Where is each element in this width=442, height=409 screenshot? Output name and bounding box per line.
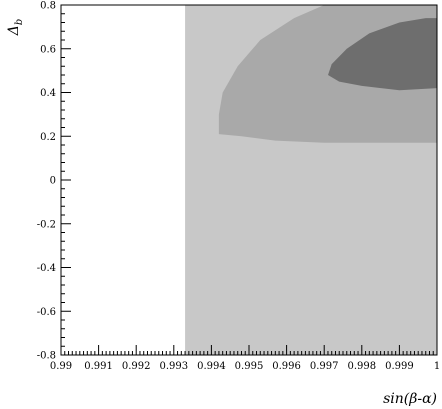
y-tick-label: -0.6 bbox=[37, 307, 56, 318]
ticks-layer: 0.99 0.991 0.992 0.993 0.994 0.995 0.996 0.997 0… bbox=[37, 1, 440, 373]
x-tick-label: 0.992 bbox=[122, 361, 151, 372]
x-tick-label: 0.995 bbox=[235, 361, 264, 372]
y-axis-label: Δb bbox=[6, 19, 25, 37]
x-tick-label: 0.998 bbox=[347, 361, 376, 372]
x-tick-label: 0.99 bbox=[50, 361, 72, 372]
y-tick-label: -0.4 bbox=[37, 263, 56, 274]
x-axis-label: sin(β-α) bbox=[383, 391, 437, 407]
y-tick-label: 0 bbox=[50, 176, 56, 187]
x-tick-label: 0.999 bbox=[385, 361, 414, 372]
y-tick-label: -0.2 bbox=[37, 219, 56, 230]
y-tick-label: 0.8 bbox=[40, 1, 56, 12]
y-tick-label: -0.8 bbox=[37, 351, 56, 362]
y-tick-label: 0.6 bbox=[40, 44, 56, 55]
x-tick-label: 0.991 bbox=[84, 361, 113, 372]
x-tick-label: 0.996 bbox=[272, 361, 301, 372]
regions-layer bbox=[185, 5, 437, 355]
y-tick-label: 0.2 bbox=[40, 132, 56, 143]
x-tick-label: 1 bbox=[434, 361, 440, 372]
region-2 bbox=[328, 18, 437, 91]
x-tick-label: 0.993 bbox=[159, 361, 188, 372]
y-tick-label: 0.4 bbox=[40, 88, 56, 99]
x-tick-label: 0.994 bbox=[197, 361, 226, 372]
x-tick-label: 0.997 bbox=[310, 361, 339, 372]
